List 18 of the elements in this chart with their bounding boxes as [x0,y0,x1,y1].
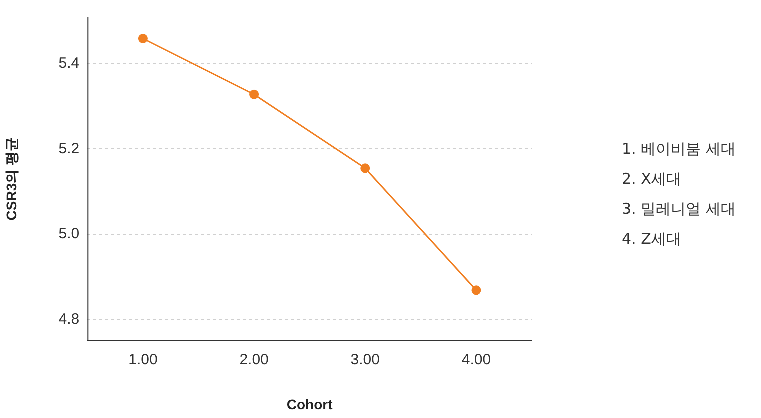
text: 4. Z세대 [622,229,682,250]
x-tick-label: 1.00 [128,351,158,368]
text: 1. 베이비붐 세대 [622,139,736,160]
text: 2. X세대 [622,169,682,190]
point [472,286,482,296]
y-tick-label: 5.0 [58,226,80,243]
point [138,34,148,44]
point [250,90,260,100]
x-tick-label: 3.00 [350,351,380,368]
text: 3. 밀레니얼 세대 [622,199,736,220]
x-tick-label: 4.00 [462,351,492,368]
x-axis-title: Cohort [286,396,334,412]
y-axis-title: CSR3의 평균 [3,137,20,221]
x-tick-label: 2.00 [240,351,269,368]
y-tick-label: 4.8 [58,311,80,328]
y-tick-label: 5.4 [58,55,80,72]
y-tick-label: 5.2 [58,140,80,158]
point [360,164,370,174]
